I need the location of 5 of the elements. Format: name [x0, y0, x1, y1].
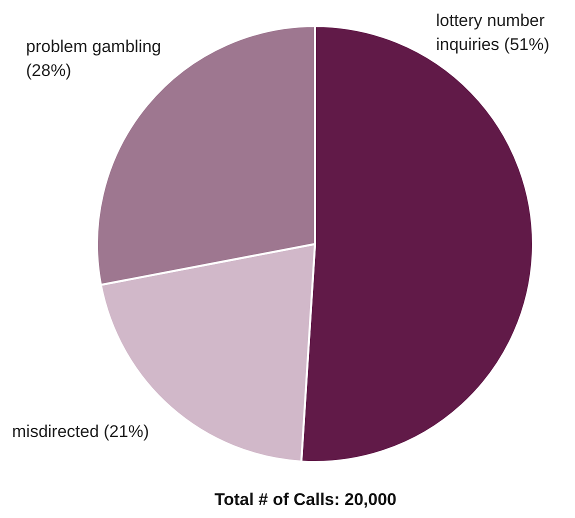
slice-label: problem gambling	[26, 37, 162, 56]
data-label: (28%)	[26, 61, 72, 80]
text: Total # of Calls: 20,000	[214, 490, 397, 509]
slice-label: lottery number inquiries (51%)	[436, 11, 550, 54]
slice-label: misdirected (21%)	[12, 422, 149, 441]
